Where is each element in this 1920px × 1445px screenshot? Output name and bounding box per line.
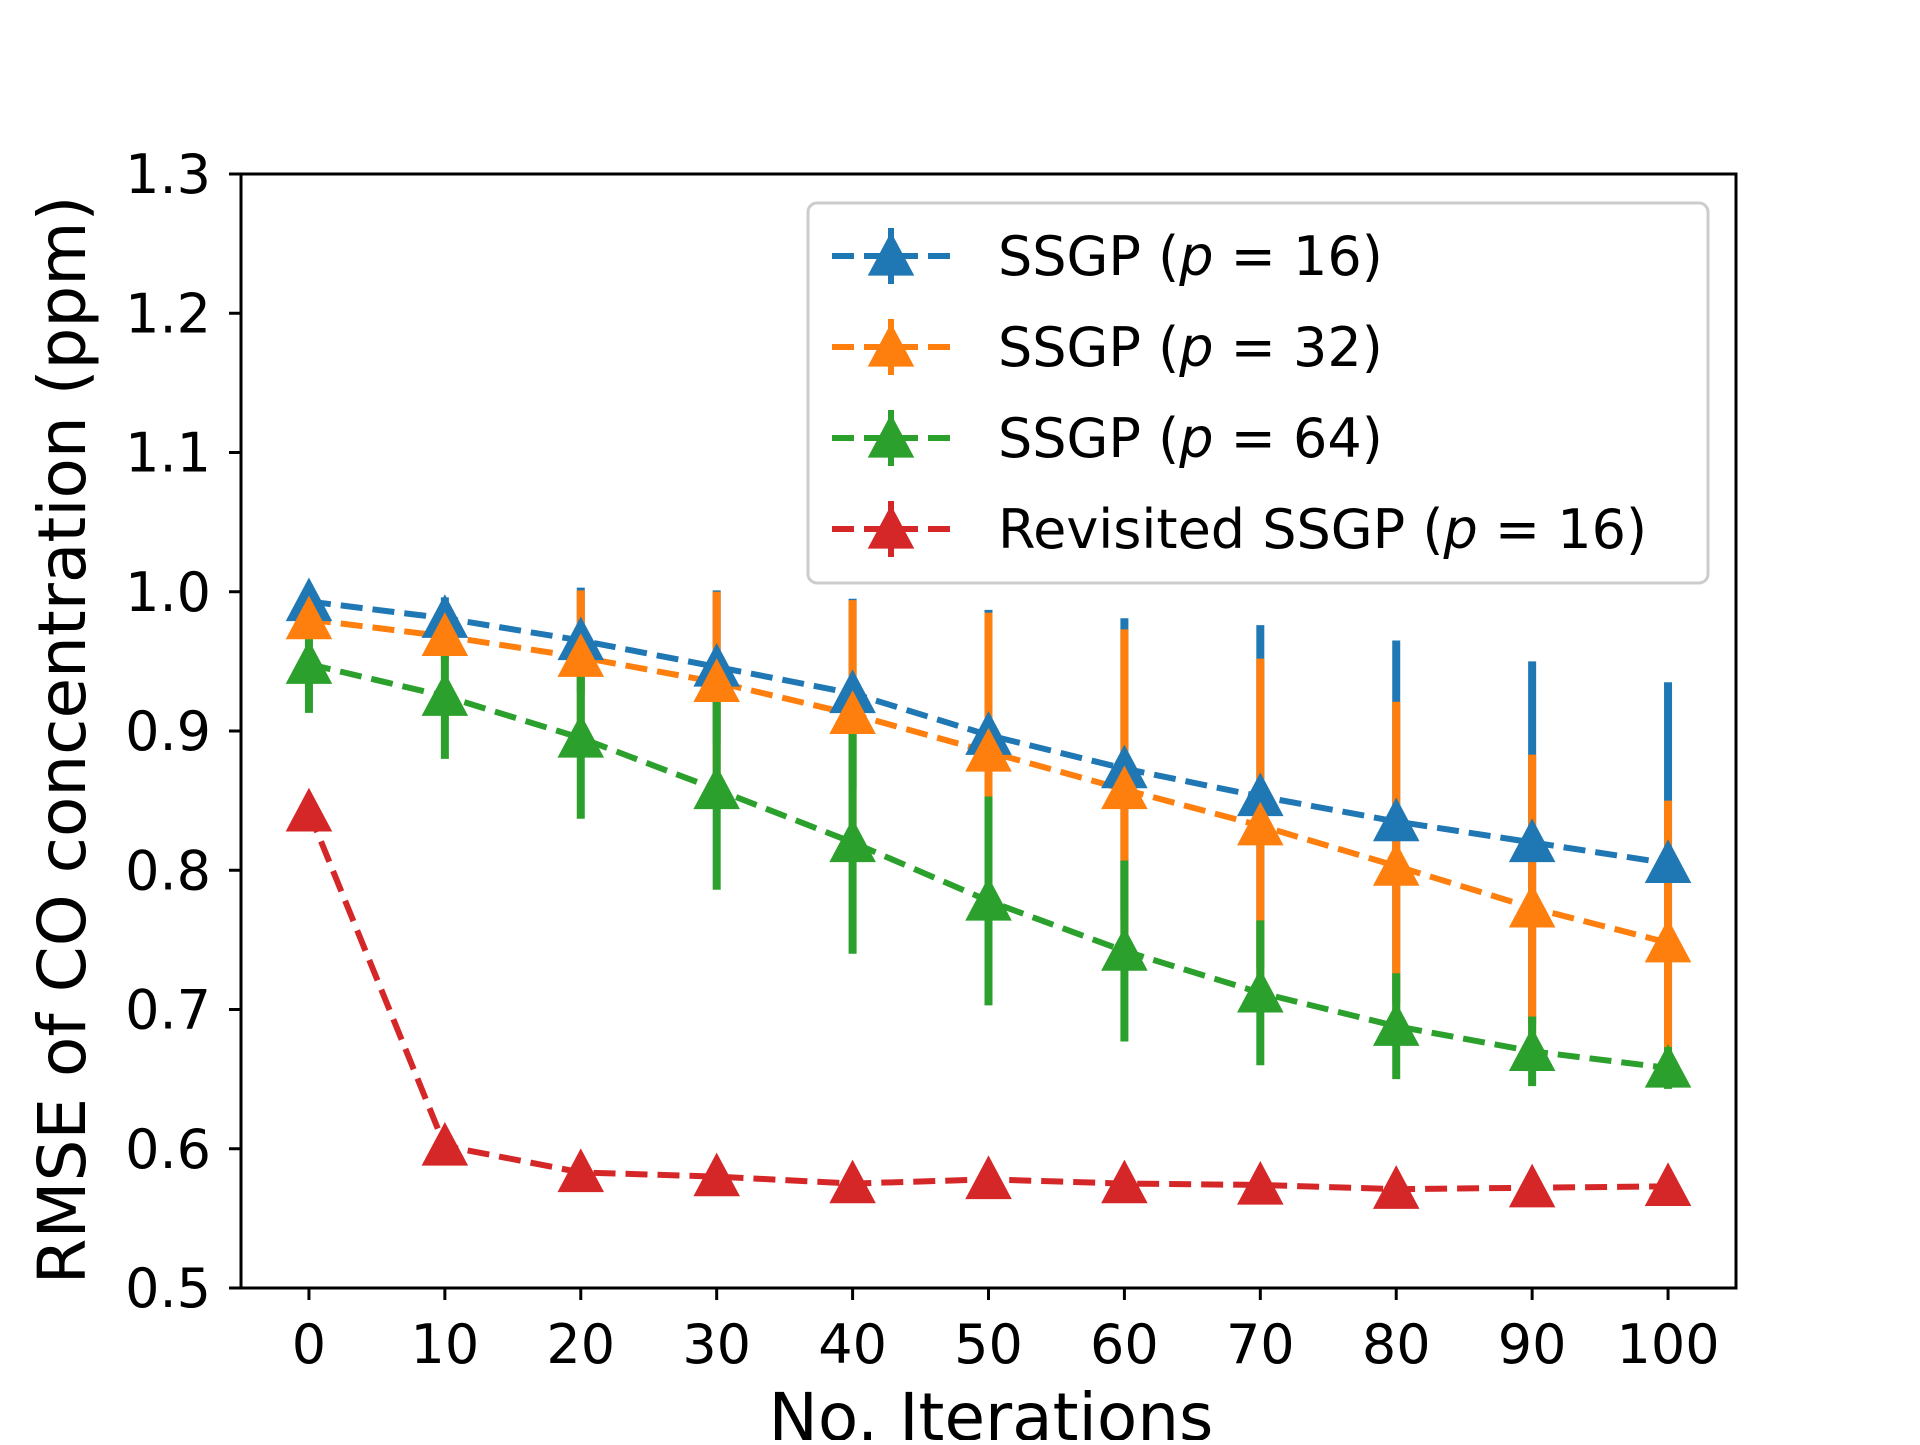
data-point [285, 787, 333, 832]
y-tick-label: 0.6 [125, 1118, 211, 1181]
data-point [1237, 968, 1284, 1013]
x-axis-label: No. Iterations [769, 1379, 1214, 1440]
y-tick-label: 1.0 [125, 561, 211, 624]
ticks: 0 10 20 30 40 50 60 70 80 90 100 0.5 0.6 0.7 0.8 0.9 1.0… [125, 143, 1719, 1376]
data-point [1644, 918, 1692, 963]
data-point [693, 658, 740, 702]
data-point [693, 765, 740, 810]
y-tick-label: 1.2 [125, 282, 211, 345]
legend: SSGP (p = 16) SSGP (p = 32) SSGP (p = 64) R… [806, 201, 1710, 585]
data-point [693, 1152, 740, 1197]
data-point [965, 876, 1012, 921]
data-point [1508, 883, 1556, 928]
data-point [829, 1159, 876, 1204]
data-point [421, 672, 469, 716]
legend-label: Revisited SSGP (p = 16) [998, 498, 1647, 561]
x-tick-label: 60 [1090, 1313, 1159, 1376]
data-point [285, 595, 333, 640]
y-tick-label: 1.1 [125, 422, 211, 485]
data-point [1372, 842, 1420, 886]
legend-label: SSGP (p = 16) [998, 225, 1383, 288]
legend-box [806, 201, 1710, 585]
data-point [285, 640, 333, 684]
x-tick-label: 100 [1617, 1313, 1720, 1376]
y-tick-label: 0.5 [125, 1257, 211, 1320]
legend-label: SSGP (p = 64) [998, 407, 1383, 470]
data-point [1508, 818, 1556, 863]
x-tick-label: 10 [411, 1313, 480, 1376]
data-point [1644, 839, 1692, 883]
x-tick-label: 0 [292, 1313, 326, 1376]
data-point [1101, 765, 1148, 810]
y-tick-label: 0.7 [125, 979, 211, 1042]
y-tick-label: 0.9 [125, 700, 211, 763]
data-point [829, 690, 876, 734]
data-point [1372, 1165, 1420, 1209]
data-point [1101, 927, 1148, 971]
data-point [1237, 1160, 1284, 1205]
x-tick-label: 90 [1498, 1313, 1567, 1376]
data-point [965, 1155, 1012, 1200]
y-axis-label: RMSE of CO concentration (ppm) [24, 196, 101, 1285]
data-point [965, 727, 1012, 772]
data-point [1372, 1002, 1420, 1046]
y-tick-label: 1.3 [125, 143, 211, 206]
legend-marker [867, 505, 915, 549]
data-point [1644, 1162, 1692, 1207]
data-point [421, 612, 469, 656]
data-point [1237, 772, 1284, 817]
legend-marker [867, 232, 915, 276]
data-point [1508, 1027, 1556, 1071]
data-point [1644, 1043, 1692, 1088]
series-markers [285, 577, 1692, 1209]
legend-marker [867, 414, 915, 458]
legend-label: SSGP (p = 32) [998, 316, 1383, 379]
data-point [557, 633, 605, 677]
x-tick-label: 70 [1226, 1313, 1295, 1376]
legend-marker [867, 323, 915, 367]
data-point [557, 713, 605, 758]
x-tick-label: 40 [818, 1313, 887, 1376]
data-point [1508, 1163, 1556, 1208]
data-point [1372, 797, 1420, 842]
x-tick-label: 50 [954, 1313, 1023, 1376]
data-point [557, 1148, 605, 1193]
x-tick-label: 30 [682, 1313, 751, 1376]
data-point [829, 818, 876, 863]
x-tick-label: 80 [1362, 1313, 1431, 1376]
data-point [1237, 801, 1284, 846]
x-tick-label: 20 [546, 1313, 615, 1376]
data-point [1101, 1159, 1148, 1204]
data-point [421, 1121, 469, 1166]
y-tick-label: 0.8 [125, 839, 211, 902]
